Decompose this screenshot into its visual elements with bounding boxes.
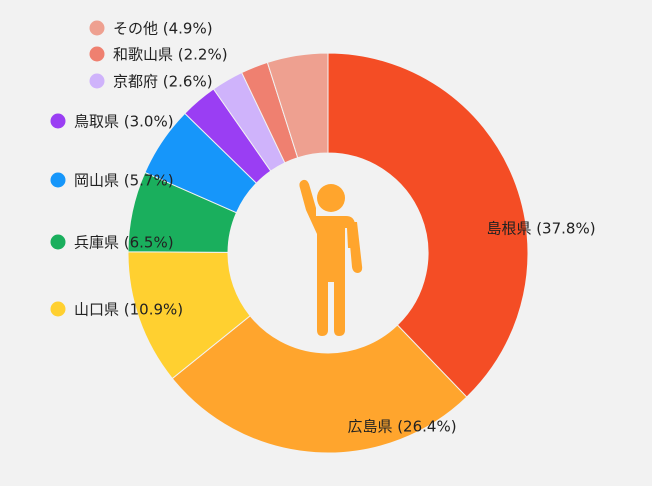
legend-label-8: その他 (4.9%) xyxy=(113,20,213,38)
legend-label-7: 和歌山県 (2.2%) xyxy=(113,46,228,64)
legend-label-5: 鳥取県 (3.0%) xyxy=(74,113,174,131)
labels-layer: 島根県 (37.8%) 広島県 (26.4%) 山口県 (10.9%) 兵庫県 (6.… xyxy=(50,20,596,436)
legend-marker-2 xyxy=(50,301,66,317)
legend-marker-6 xyxy=(89,73,105,89)
donut-slice-8 xyxy=(266,52,329,159)
person-raising-hand-icon xyxy=(299,179,363,336)
legend-label-6: 京都府 (2.6%) xyxy=(113,73,213,91)
legend-marker-7 xyxy=(89,46,105,62)
center-icon-layer xyxy=(299,179,363,336)
slices-layer xyxy=(127,52,529,454)
legend-label-4: 岡山県 (5.7%) xyxy=(74,172,174,190)
slice-label-1: 広島県 (26.4%) xyxy=(347,418,456,436)
slice-label-0: 島根県 (37.8%) xyxy=(486,220,595,238)
legend-marker-3 xyxy=(50,234,66,250)
donut-slice-1 xyxy=(171,315,468,454)
legend-label-3: 兵庫県 (6.5%) xyxy=(74,234,174,252)
legend-label-2: 山口県 (10.9%) xyxy=(74,301,183,319)
donut-slice-0 xyxy=(327,52,529,398)
legend-marker-8 xyxy=(89,20,105,36)
legend-marker-4 xyxy=(50,172,66,188)
legend-marker-5 xyxy=(50,113,66,129)
